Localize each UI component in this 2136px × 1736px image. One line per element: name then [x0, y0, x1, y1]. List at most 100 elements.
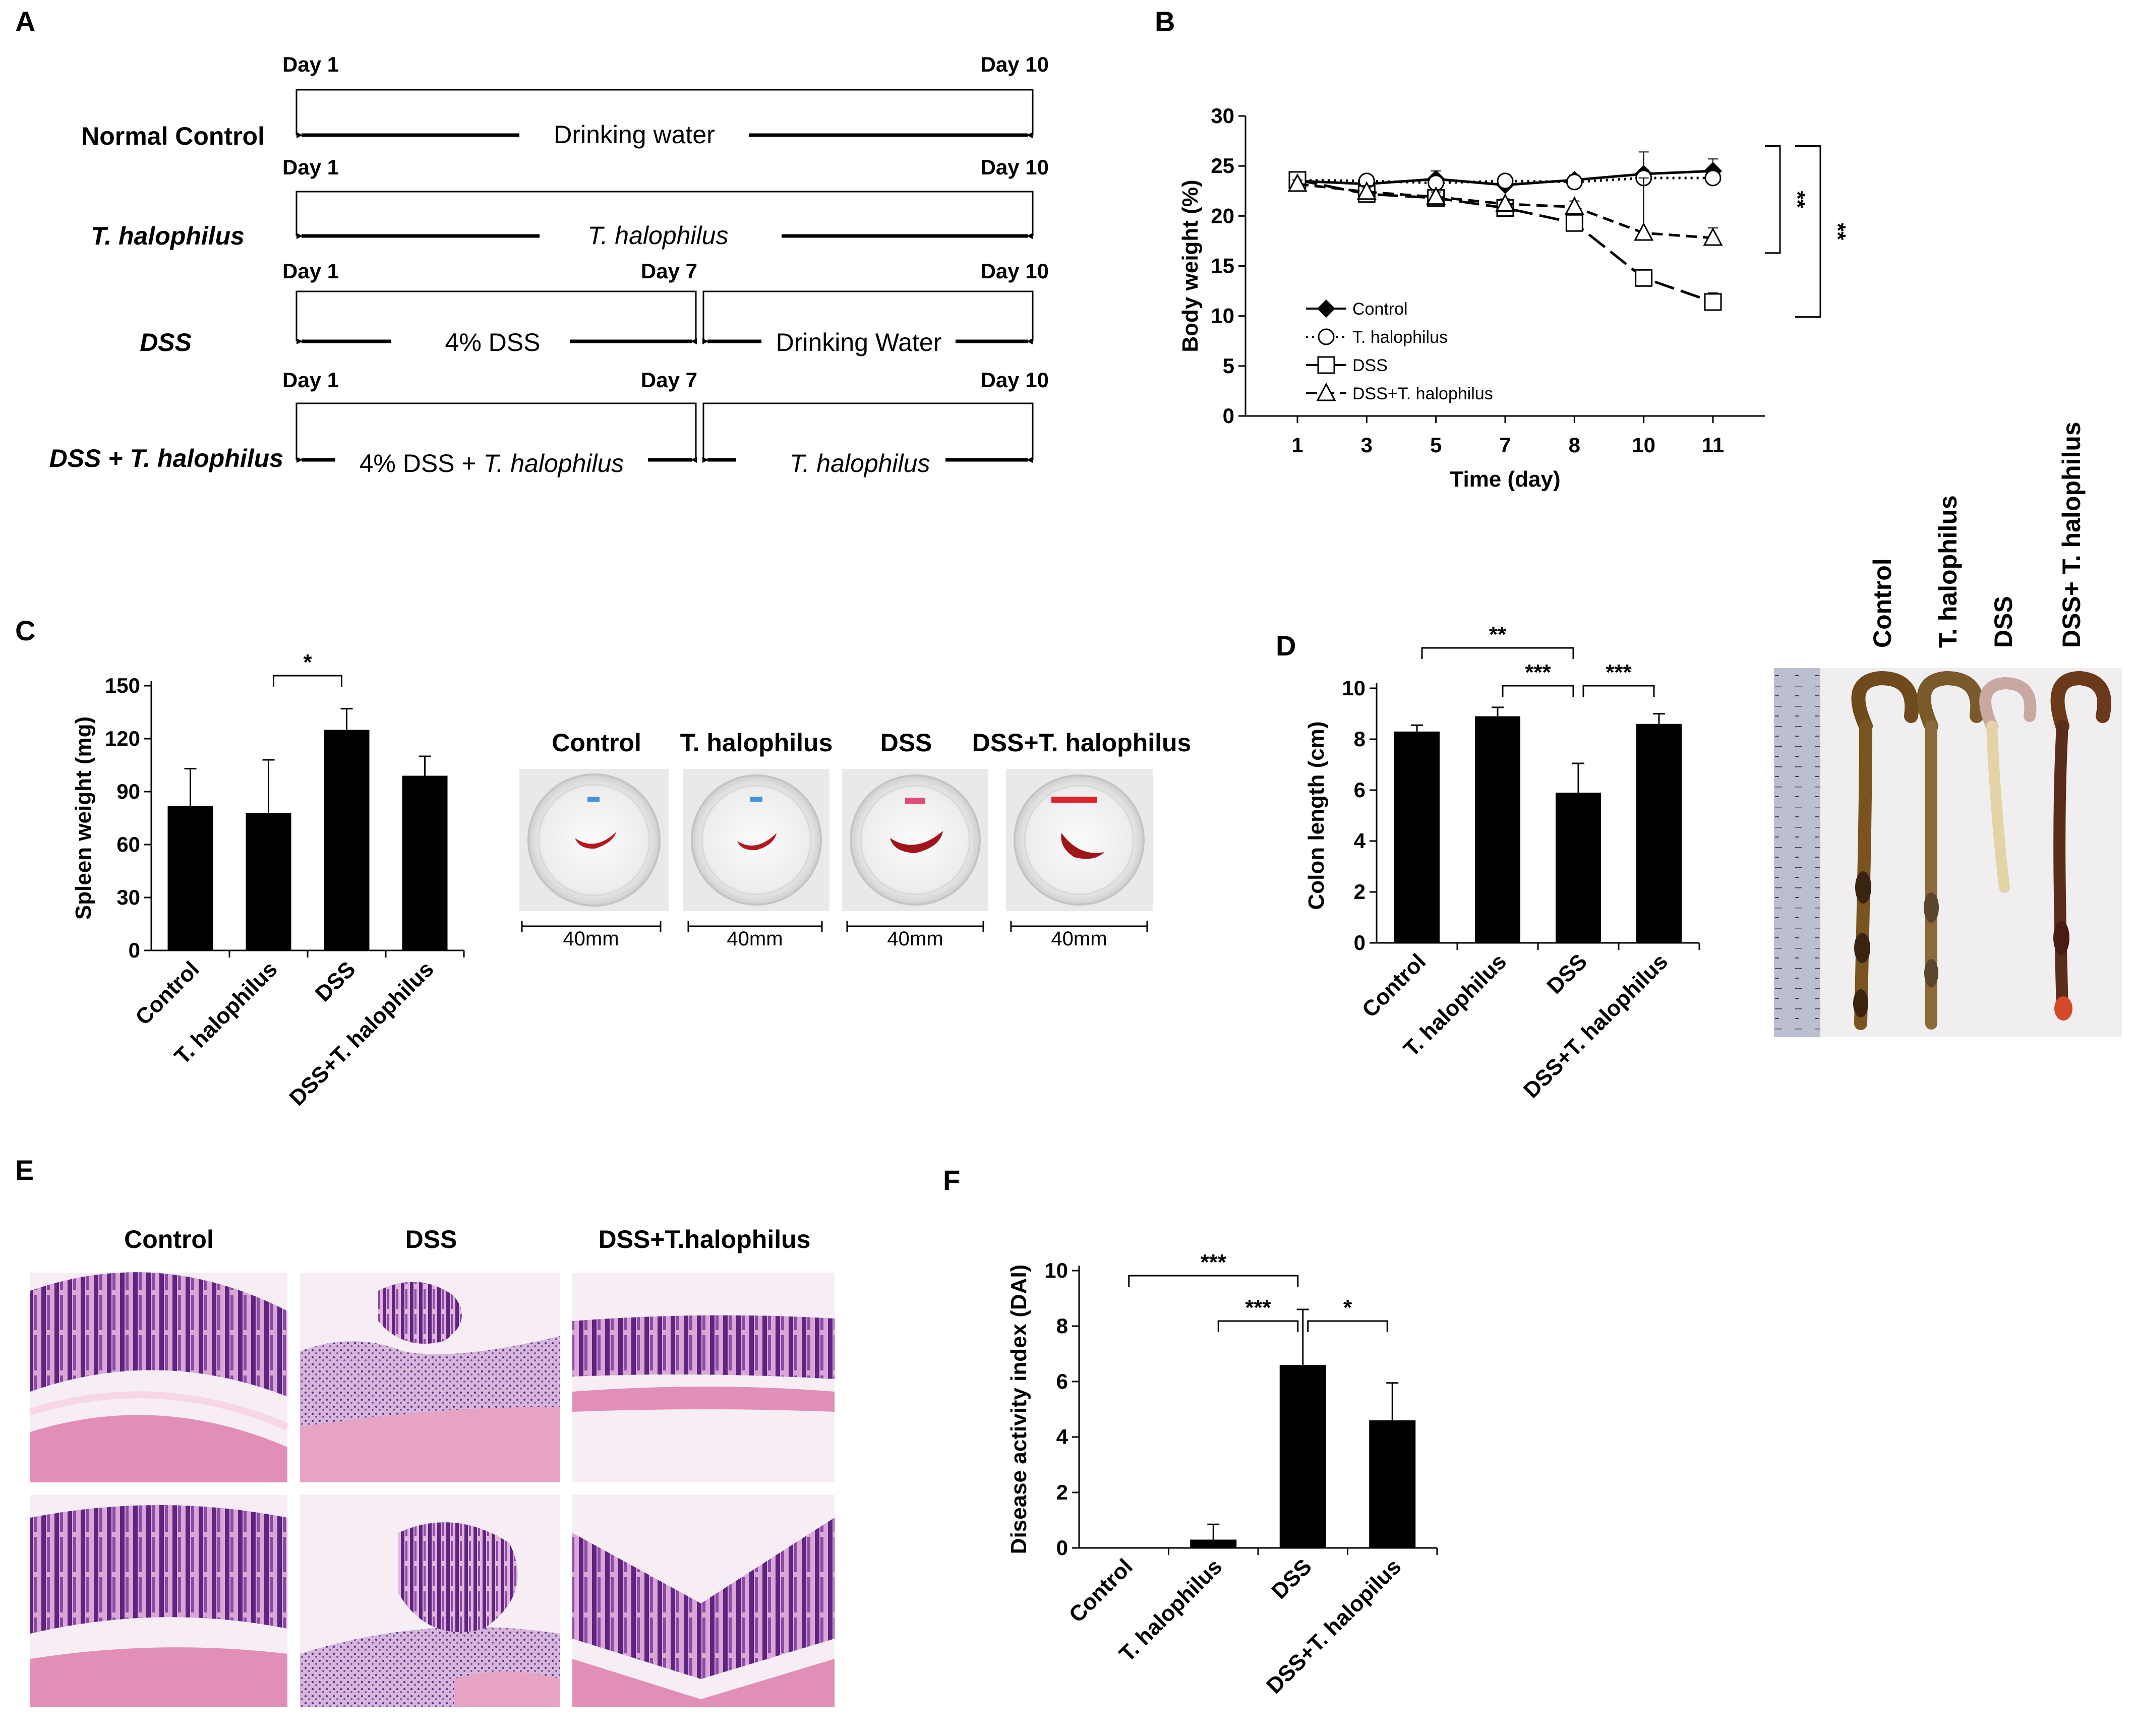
y-tick-label: 0 [1354, 931, 1366, 954]
spleen-dish-dss-t-halophilus [1006, 769, 1153, 911]
bar [246, 813, 291, 950]
histology-title: Control [124, 1225, 214, 1253]
bar [1394, 731, 1440, 943]
colon-dss [1979, 677, 2037, 893]
y-tick-label: 120 [105, 727, 140, 750]
y-tick-label: 8 [1056, 1314, 1068, 1338]
timeline-bracket [295, 89, 1034, 135]
y-tick-label: 30 [1211, 104, 1234, 128]
significance-bracket [1502, 685, 1574, 697]
x-axis-label: Time (day) [1450, 467, 1560, 492]
significance-label: ** [1489, 622, 1507, 647]
legend-marker [1316, 382, 1336, 401]
schematic-row-t-halophilus: Day 1 Day 10 T. halophilus T. halophilus [91, 155, 1049, 250]
y-tick-label: 60 [116, 832, 140, 856]
spleen [575, 832, 616, 849]
scale-label: 40mm [1051, 928, 1107, 950]
spleen-photos: Control T. halophilus DSS DSS+T. halophi… [519, 729, 1191, 950]
y-axis-label: Spleen weight (mg) [71, 716, 96, 920]
spleen-photo-title: DSS [880, 729, 932, 757]
spleen [890, 831, 943, 853]
bar [324, 730, 370, 950]
timeline-bracket-2 [702, 290, 1034, 341]
segment-label: T. halophilus [790, 449, 930, 477]
y-tick-label: 8 [1354, 727, 1366, 751]
day-start: Day 1 [282, 52, 339, 76]
x-tick-label: Control [1064, 1554, 1138, 1627]
y-tick-label: 4 [1056, 1425, 1069, 1449]
body-weight-chart: 0 5 10 15 20 25 30 1 3 5 7 8 10 11 Time (day) Body weig… [1178, 104, 1850, 492]
schematic: Day 1 Day 10 Normal Control Drinking wat… [49, 52, 1049, 477]
scale-label: 40mm [887, 928, 943, 950]
y-tick-label: 25 [1211, 154, 1234, 177]
legend-marker [1318, 328, 1335, 345]
colon-photo-label: DSS+ T. halophilus [2057, 422, 2086, 648]
bar [1279, 1365, 1326, 1548]
day-start: Day 1 [282, 259, 339, 283]
panel-label-b: B [1155, 6, 1175, 37]
day-end: Day 10 [981, 52, 1049, 76]
data-point [1704, 293, 1722, 311]
y-tick-label: 0 [1056, 1536, 1068, 1560]
segment-label: 4% DSS [445, 328, 541, 356]
histology-dss-t-halophilus-low-mag [572, 1273, 835, 1482]
data-point [1703, 227, 1723, 246]
histology-dss-t-halophilus-high-mag [572, 1495, 835, 1707]
segment-label: T. halophilus [588, 221, 729, 250]
significance-label: ** [1825, 223, 1850, 241]
y-axis-label: Disease activity index (DAI) [1006, 1265, 1031, 1554]
data-point [1635, 269, 1653, 287]
timeline-bracket-1 [295, 290, 697, 341]
x-tick-label: 1 [1291, 433, 1303, 457]
day-end: Day 10 [981, 155, 1049, 179]
bar [1190, 1539, 1237, 1548]
x-tick-label: 10 [1632, 433, 1655, 457]
histology-dss-low-mag [300, 1273, 560, 1482]
y-tick-label: 5 [1223, 354, 1234, 378]
spleen-dish-t-halophilus [683, 769, 829, 911]
significance-label: *** [1525, 660, 1551, 685]
spleen-photo-title: T. halophilus [680, 729, 833, 757]
significance-bracket [1795, 145, 1821, 318]
day-end: Day 10 [981, 259, 1049, 283]
scale-bar: 40mm [687, 921, 823, 950]
schematic-row-dss-t-halophilus: Day 1 Day 7 Day 10 DSS + T. halophilus 4… [49, 368, 1049, 477]
spleen [737, 833, 777, 851]
histology-control-low-mag [29, 1272, 289, 1482]
x-tick-label: 3 [1361, 433, 1373, 457]
y-tick-label: 6 [1354, 778, 1366, 802]
significance-label: * [1343, 1295, 1352, 1320]
colon-photo-label: T. halophilus [1934, 495, 1962, 648]
histology-panel: Control DSS DSS+T.halophilus [29, 1225, 835, 1707]
panel-label-e: E [15, 1154, 34, 1186]
x-tick-label: 8 [1569, 433, 1580, 457]
y-tick-label: 10 [1044, 1259, 1068, 1282]
bar [402, 775, 448, 950]
segment-label: Drinking Water [776, 328, 942, 356]
significance-label: *** [1245, 1295, 1271, 1320]
segment-label: Drinking water [554, 121, 715, 149]
panel-label-f: F [943, 1164, 960, 1196]
x-tick-label: DSS [1542, 949, 1592, 999]
timeline-bracket-2 [702, 402, 1034, 460]
day-mid: Day 7 [641, 368, 697, 392]
timeline-bracket-1 [295, 402, 697, 460]
day-end: Day 10 [981, 368, 1049, 392]
colon-photo-label: Control [1868, 558, 1896, 648]
y-axis-label: Colon length (cm) [1304, 722, 1329, 910]
y-tick-label: 0 [1223, 404, 1234, 428]
scale-label: 40mm [563, 928, 619, 950]
y-tick-label: 15 [1211, 254, 1234, 278]
significance-label: *** [1201, 1250, 1227, 1275]
y-tick-label: 150 [105, 674, 140, 697]
day-mid: Day 7 [641, 259, 697, 283]
significance-label: * [303, 650, 312, 675]
significance-label: ** [1785, 191, 1810, 208]
significance-bracket [1421, 647, 1574, 659]
y-tick-label: 2 [1056, 1480, 1068, 1504]
histology-dss-high-mag [300, 1495, 560, 1707]
legend-label: DSS [1352, 356, 1388, 375]
x-tick-label: DSS+T. halophilus [1519, 949, 1673, 1103]
y-tick-label: 90 [116, 780, 140, 803]
